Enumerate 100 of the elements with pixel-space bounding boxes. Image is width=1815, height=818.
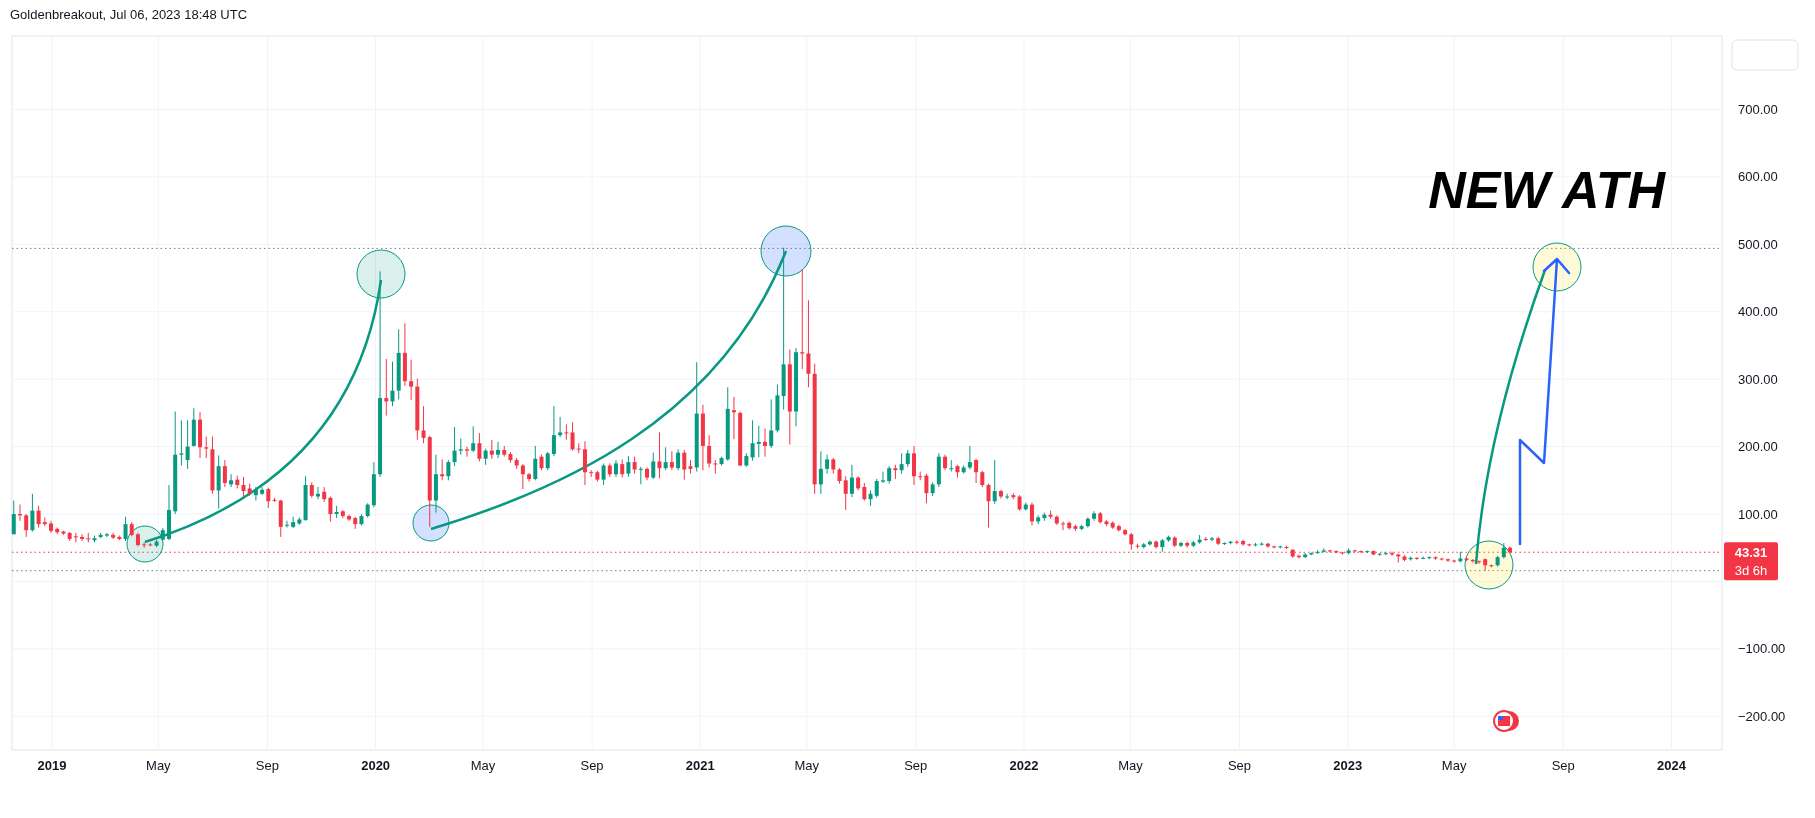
candlestick xyxy=(1061,520,1066,531)
candlestick xyxy=(682,449,687,481)
candlestick xyxy=(471,425,476,453)
candlestick xyxy=(179,419,184,466)
candlestick xyxy=(967,445,972,471)
x-tick-label: May xyxy=(1118,758,1144,773)
y-tick-label: 100.00 xyxy=(1738,506,1778,522)
candlestick xyxy=(551,405,556,457)
candlestick xyxy=(390,361,395,407)
y-tick-label: 200.00 xyxy=(1738,439,1778,455)
candlestick xyxy=(24,513,29,538)
candlestick xyxy=(30,493,35,533)
candlestick xyxy=(421,405,426,444)
candlestick xyxy=(11,500,16,535)
candlestick xyxy=(756,425,761,458)
candlestick xyxy=(750,419,755,462)
candlestick xyxy=(36,505,41,529)
candlestick xyxy=(1421,556,1426,560)
candlestick xyxy=(651,452,656,480)
candlestick xyxy=(880,471,885,484)
candlestick xyxy=(545,451,550,471)
x-tick-label: 2022 xyxy=(1009,758,1039,773)
x-tick-label: May xyxy=(470,758,496,773)
candlestick xyxy=(80,533,85,542)
candlestick xyxy=(874,478,879,499)
candlestick xyxy=(1029,502,1034,526)
candlestick xyxy=(626,455,631,478)
candlestick xyxy=(843,475,848,511)
candlestick xyxy=(806,299,811,388)
candlestick xyxy=(707,434,712,468)
candlestick xyxy=(731,396,736,440)
candlestick xyxy=(253,486,258,502)
candlestick xyxy=(657,431,662,479)
candlestick xyxy=(1476,560,1481,565)
candlestick xyxy=(663,446,668,471)
candlestick xyxy=(477,432,482,462)
candlestick xyxy=(123,516,128,542)
candlestick xyxy=(713,459,718,475)
candlestick xyxy=(204,435,209,459)
y-tick-label: 600.00 xyxy=(1738,169,1778,185)
candlestick xyxy=(111,532,116,540)
x-tick-label: 2023 xyxy=(1333,758,1363,773)
x-tick-label: May xyxy=(794,758,820,773)
candlestick xyxy=(986,483,991,529)
y-tick-label: −200.00 xyxy=(1738,708,1786,724)
y-tick-label: 500.00 xyxy=(1738,236,1778,252)
x-tick-label: 2020 xyxy=(361,758,391,773)
candlestick xyxy=(409,359,414,401)
candlestick xyxy=(825,454,830,475)
candlestick xyxy=(440,458,445,481)
candlestick xyxy=(465,446,469,458)
candlestick xyxy=(73,532,78,543)
y-tick-label: −100.00 xyxy=(1738,641,1786,657)
candlestick xyxy=(142,541,147,549)
candlestick xyxy=(974,458,979,484)
text: Goldenbreakout, Jul 06, 2023 18:48 UTC xyxy=(10,7,248,22)
ref-line-label: 43.31 xyxy=(1734,544,1768,560)
candlestick xyxy=(1383,551,1388,556)
text: 3d 6h xyxy=(1734,562,1768,578)
x-tick-label: 2021 xyxy=(685,758,715,773)
candlestick xyxy=(489,439,494,460)
x-tick-label: May xyxy=(1441,758,1467,773)
candlestick xyxy=(446,459,451,481)
candlestick xyxy=(676,448,681,471)
candlestick xyxy=(849,464,854,498)
candlestick xyxy=(570,421,575,452)
x-tick-label: 2024 xyxy=(1656,758,1687,773)
candlestick xyxy=(185,419,190,470)
candlestick xyxy=(669,450,674,471)
candlestick xyxy=(899,452,904,475)
candlestick xyxy=(520,463,525,490)
candlestick xyxy=(818,450,823,495)
x-tick-label: May xyxy=(146,758,172,773)
candlestick xyxy=(582,440,587,486)
candlestick xyxy=(949,459,954,473)
candlestick xyxy=(912,445,917,486)
candlestick xyxy=(992,459,997,505)
candlestick xyxy=(576,442,581,454)
candlestick xyxy=(241,476,246,498)
candlestick xyxy=(496,441,501,459)
candlestick xyxy=(620,458,625,479)
annotation: NEW ATH xyxy=(1428,161,1667,220)
candlestick xyxy=(328,495,333,522)
candlestick xyxy=(452,426,457,467)
candlestick xyxy=(924,473,929,504)
candlestick xyxy=(1259,541,1264,547)
candlestick xyxy=(229,473,234,488)
candlestick xyxy=(1005,493,1010,500)
y-tick-label: 300.00 xyxy=(1738,371,1778,387)
candlestick xyxy=(1241,539,1246,547)
candlestick xyxy=(558,416,563,438)
candlestick xyxy=(769,398,774,449)
candlestick xyxy=(260,486,265,496)
x-tick-label: 2019 xyxy=(37,758,67,773)
x-tick-label: Sep xyxy=(255,758,280,773)
x-tick-label: Sep xyxy=(904,758,928,773)
candlestick xyxy=(347,514,352,522)
candlestick xyxy=(564,423,569,441)
candlestick xyxy=(1414,556,1419,561)
candlestick xyxy=(533,445,538,481)
